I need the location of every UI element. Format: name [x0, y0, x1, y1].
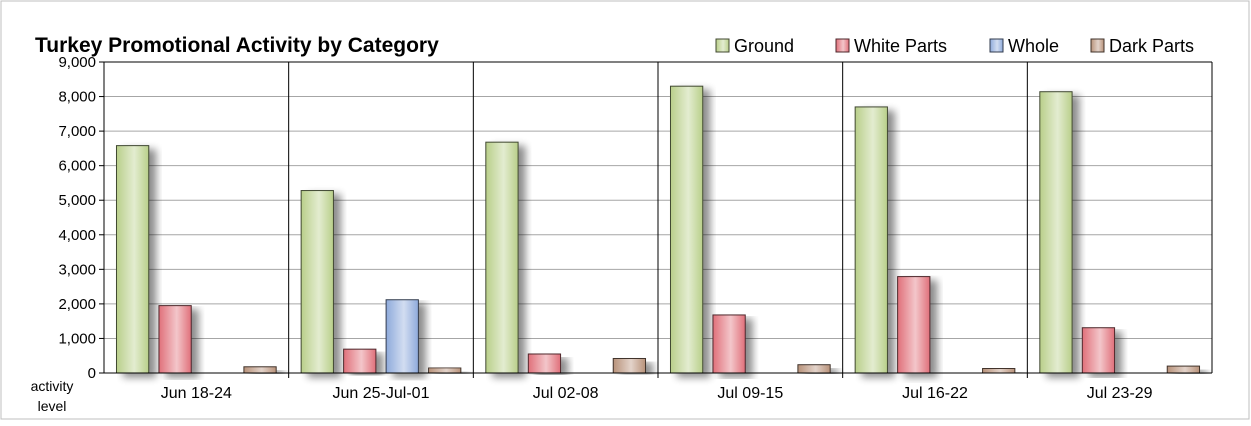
bar-ground [485, 141, 519, 374]
x-tick-label: Jun 18-24 [161, 385, 232, 402]
legend-label-white-parts: White Parts [854, 36, 947, 56]
x-tick-label: Jul 02-08 [533, 385, 599, 402]
axes [103, 61, 1213, 374]
x-tick-label: Jul 23-29 [1087, 385, 1153, 402]
bar-white-parts [1081, 327, 1116, 374]
legend-label-whole: Whole [1008, 36, 1059, 56]
legend-label-ground: Ground [734, 36, 794, 56]
bar-ground [300, 190, 334, 374]
legend-swatch-dark-parts [1090, 38, 1105, 53]
y-tick-label: 6,000 [58, 158, 96, 175]
legend-swatch-white-parts [835, 38, 850, 53]
bar-white-parts [527, 353, 562, 374]
legend-label-dark-parts: Dark Parts [1109, 36, 1194, 56]
y-tick-label: 4,000 [58, 227, 96, 244]
bar-dark-parts [797, 364, 831, 374]
bar-dark-parts [1166, 365, 1201, 374]
legend-swatch-whole [989, 38, 1004, 53]
bar-whole [385, 299, 419, 374]
x-tick-labels: Jun 18-24 Jun 25-Jul-01 Jul 02-08 Jul 09-15… [161, 385, 1153, 402]
bar-white-parts [343, 348, 377, 374]
y-tick-labels: 0 1,000 2,000 3,000 4,000 5,000 6,000 7,000 8,00… [58, 54, 96, 382]
bar-dark-parts [982, 368, 1016, 374]
bar-ground [854, 106, 888, 374]
bar-dark-parts [428, 367, 462, 374]
y-tick-label: 8,000 [58, 89, 96, 106]
y-tick-label: 7,000 [58, 123, 96, 140]
y-tick-label: 3,000 [58, 261, 96, 278]
x-tick-label: Jul 09-15 [717, 385, 783, 402]
chart-title: Turkey Promotional Activity by Category [35, 34, 439, 57]
category-separators [288, 62, 1028, 378]
y-tick-label: 2,000 [58, 296, 96, 313]
bar-dark-parts [612, 357, 647, 374]
y-tick-label: 9,000 [58, 54, 96, 71]
bar-white-parts [712, 314, 746, 374]
bar-ground [669, 85, 704, 374]
y-tick-label: 0 [88, 365, 96, 382]
bar-ground [115, 145, 150, 374]
legend: Ground White Parts Whole Dark Parts [715, 36, 1194, 56]
bar-ground [1039, 91, 1073, 374]
bar-dark-parts [243, 366, 277, 374]
bar-white-parts [897, 276, 931, 374]
y-axis-label: activity level [31, 378, 74, 414]
legend-swatch-ground [715, 38, 730, 53]
x-tick-label: Jul 16-22 [902, 385, 968, 402]
y-tick-label: 5,000 [58, 192, 96, 209]
x-tick-label: Jun 25-Jul-01 [333, 385, 430, 402]
y-tick-label: 1,000 [58, 330, 96, 347]
bars [115, 85, 1201, 374]
bar-white-parts [158, 305, 192, 374]
